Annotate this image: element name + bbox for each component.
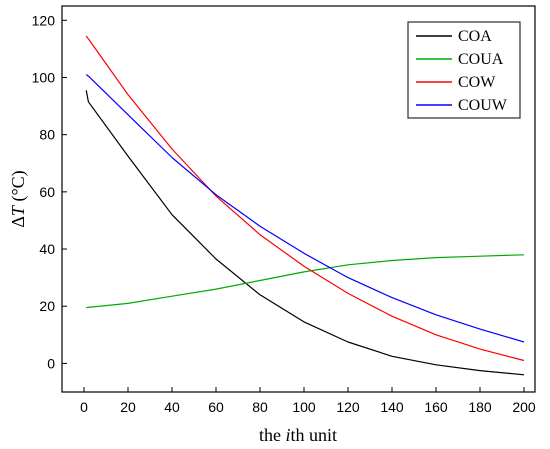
legend-label-coa: COA [458, 28, 492, 45]
series-line-cow [85, 35, 525, 362]
series-line-coa [85, 90, 525, 376]
x-axis-ticks: 0 20 40 60 80 100 120 140 160 180 200 [80, 387, 536, 415]
series-line-coua [86, 254, 525, 309]
y-tick-label: 40 [39, 241, 55, 257]
y-tick-label: 100 [32, 69, 56, 85]
x-tick-label: 160 [424, 399, 448, 415]
x-tick-label: 120 [336, 399, 360, 415]
series-line-couw [85, 74, 525, 343]
x-tick-label: 60 [208, 399, 224, 415]
y-tick-label: 60 [39, 184, 55, 200]
legend-label-couw: COUW [458, 97, 508, 114]
x-tick-label: 200 [512, 399, 536, 415]
legend: COA COUA COW COUW [407, 21, 521, 119]
y-axis-ticks: 0 20 40 60 80 100 120 [32, 12, 67, 371]
y-axis-title: ΔT (°C) [8, 170, 29, 227]
x-tick-label: 40 [164, 399, 180, 415]
x-tick-label: 0 [80, 399, 88, 415]
x-axis-title: the ith unit [259, 425, 337, 445]
x-tick-label: 100 [292, 399, 316, 415]
x-tick-label: 140 [380, 399, 404, 415]
x-tick-label: 20 [120, 399, 136, 415]
legend-box [407, 21, 521, 119]
y-tick-label: 120 [32, 12, 56, 28]
legend-label-cow: COW [458, 74, 496, 91]
y-tick-label: 80 [39, 127, 55, 143]
legend-label-coua: COUA [458, 51, 504, 68]
plot-frame [61, 5, 536, 393]
y-tick-label: 0 [47, 355, 55, 371]
y-tick-label: 20 [39, 298, 55, 314]
x-tick-label: 80 [252, 399, 268, 415]
series-lines [85, 35, 525, 376]
x-tick-label: 180 [468, 399, 492, 415]
